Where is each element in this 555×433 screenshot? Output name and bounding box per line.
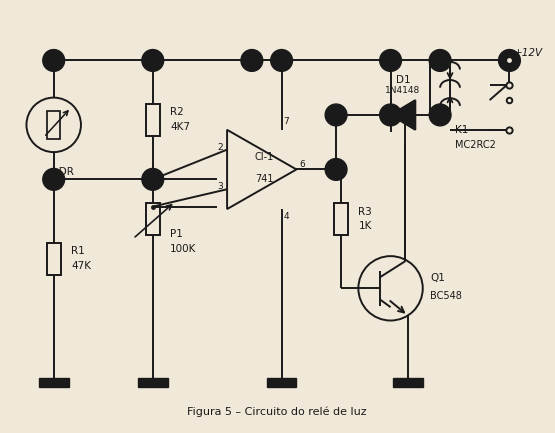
Circle shape [142, 168, 164, 190]
Circle shape [271, 49, 292, 71]
Text: K1: K1 [455, 125, 468, 135]
Text: BC548: BC548 [430, 291, 462, 301]
Circle shape [429, 104, 451, 126]
Bar [138, 378, 168, 388]
Text: 1K: 1K [359, 221, 372, 231]
Text: 6: 6 [299, 160, 305, 169]
Circle shape [380, 104, 401, 126]
Circle shape [325, 158, 347, 180]
Circle shape [325, 104, 347, 126]
Bar [267, 378, 296, 388]
Text: 4: 4 [284, 212, 289, 220]
Bar [146, 104, 160, 136]
Polygon shape [391, 100, 415, 130]
Bar [39, 378, 69, 388]
Bar [393, 378, 423, 388]
Bar [334, 203, 348, 235]
Circle shape [43, 49, 64, 71]
Text: LDR: LDR [53, 167, 74, 177]
Text: +12V: +12V [514, 48, 543, 58]
Text: D1: D1 [396, 75, 410, 85]
Text: R3: R3 [359, 207, 372, 216]
Circle shape [142, 49, 164, 71]
Text: P1: P1 [170, 229, 183, 239]
Text: 7: 7 [284, 117, 289, 126]
Bar [47, 111, 60, 139]
Text: Q1: Q1 [430, 273, 445, 284]
Text: 1N4148: 1N4148 [385, 86, 421, 95]
Text: 100K: 100K [170, 244, 196, 254]
Circle shape [241, 49, 263, 71]
Text: CI-1: CI-1 [255, 152, 274, 162]
Text: R1: R1 [71, 246, 85, 256]
Text: 741: 741 [255, 174, 274, 184]
Bar [47, 242, 60, 275]
Circle shape [43, 168, 64, 190]
Text: 4K7: 4K7 [170, 123, 190, 132]
Text: MC2RC2: MC2RC2 [455, 140, 496, 150]
Text: 2: 2 [218, 142, 223, 152]
Circle shape [498, 49, 521, 71]
Text: R2: R2 [170, 107, 184, 117]
Circle shape [429, 49, 451, 71]
Bar [146, 203, 160, 235]
Text: Figura 5 – Circuito do relé de luz: Figura 5 – Circuito do relé de luz [187, 407, 366, 417]
Circle shape [380, 49, 401, 71]
Text: 3: 3 [218, 182, 223, 191]
Text: 47K: 47K [71, 261, 91, 271]
